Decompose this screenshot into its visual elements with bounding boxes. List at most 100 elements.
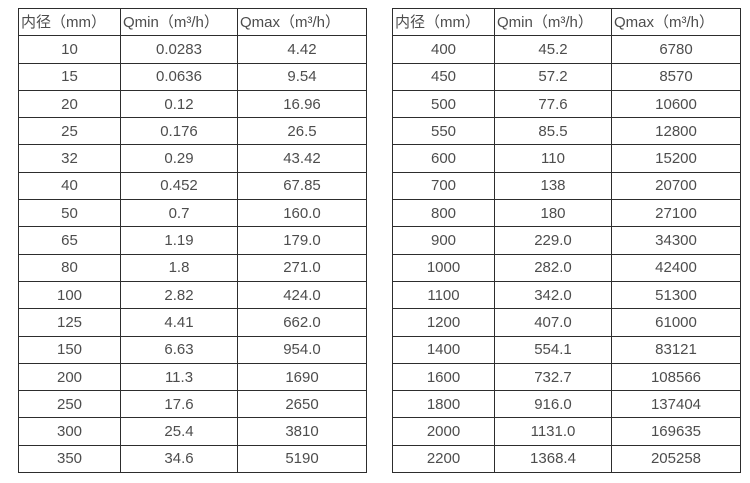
table-cell: 50 [18, 199, 121, 228]
table-cell: 65 [18, 226, 121, 255]
table-cell: 34.6 [120, 444, 238, 474]
table-row: 2200 1368.4 205258 [392, 444, 741, 474]
table-cell: 200 [18, 362, 121, 392]
table-row: 32 0.29 43.42 [18, 144, 367, 173]
table-cell: 800 [392, 199, 495, 228]
table-row: 25 0.176 26.5 [18, 117, 367, 146]
table-row: 1600 732.7 108566 [392, 362, 741, 392]
table-body: 400 45.2 6780 450 57.2 8570 500 77.6 10600 550 85.… [392, 35, 741, 474]
table-cell: 1690 [237, 362, 367, 392]
table-row: 15 0.0636 9.54 [18, 62, 367, 91]
table-cell: 916.0 [494, 390, 612, 419]
table-cell: 0.29 [120, 144, 238, 173]
table-cell: 229.0 [494, 226, 612, 255]
table-row: 1000 282.0 42400 [392, 253, 741, 282]
table-cell: 2.82 [120, 280, 238, 310]
table-cell: 40 [18, 171, 121, 201]
table-row: 300 25.4 3810 [18, 417, 367, 446]
table-cell: 424.0 [237, 280, 367, 310]
table-row: 800 180 27100 [392, 199, 741, 228]
table-cell: 179.0 [237, 226, 367, 255]
table-row: 150 6.63 954.0 [18, 335, 367, 364]
table-row: 40 0.452 67.85 [18, 171, 367, 201]
header-cell: 内径（mm） [18, 7, 121, 37]
table-row: 1400 554.1 83121 [392, 335, 741, 364]
table-cell: 450 [392, 62, 495, 91]
table-cell: 3810 [237, 417, 367, 446]
table-cell: 0.176 [120, 117, 238, 146]
table-cell: 34300 [611, 226, 741, 255]
table-cell: 26.5 [237, 117, 367, 146]
table-row: 900 229.0 34300 [392, 226, 741, 255]
table-row: 50 0.7 160.0 [18, 199, 367, 228]
header-row: 内径（mm） Qmin（m³/h） Qmax（m³/h） [18, 7, 367, 37]
table-cell: 51300 [611, 280, 741, 310]
table-cell: 554.1 [494, 335, 612, 364]
header-cell: Qmax（m³/h） [611, 7, 741, 37]
table-row: 80 1.8 271.0 [18, 253, 367, 282]
table-cell: 25.4 [120, 417, 238, 446]
table-cell: 1400 [392, 335, 495, 364]
table-row: 1100 342.0 51300 [392, 280, 741, 310]
header-cell: Qmax（m³/h） [237, 7, 367, 37]
table-cell: 42400 [611, 253, 741, 282]
table-cell: 10 [18, 35, 121, 64]
table-cell: 700 [392, 171, 495, 201]
table-cell: 282.0 [494, 253, 612, 282]
table-cell: 45.2 [494, 35, 612, 64]
table-cell: 8570 [611, 62, 741, 91]
table-cell: 61000 [611, 308, 741, 337]
table-cell: 25 [18, 117, 121, 146]
table-header: 内径（mm） Qmin（m³/h） Qmax（m³/h） [18, 7, 367, 37]
table-cell: 20700 [611, 171, 741, 201]
table-cell: 1368.4 [494, 444, 612, 474]
table-cell: 20 [18, 89, 121, 119]
table-cell: 300 [18, 417, 121, 446]
table-cell: 1131.0 [494, 417, 612, 446]
table-cell: 0.0636 [120, 62, 238, 91]
table-cell: 0.452 [120, 171, 238, 201]
table-cell: 407.0 [494, 308, 612, 337]
table-row: 700 138 20700 [392, 171, 741, 201]
table-cell: 1000 [392, 253, 495, 282]
table-cell: 67.85 [237, 171, 367, 201]
table-cell: 342.0 [494, 280, 612, 310]
table-cell: 11.3 [120, 362, 238, 392]
table-body: 10 0.0283 4.42 15 0.0636 9.54 20 0.12 16.96 25 0.1… [18, 35, 367, 474]
table-row: 400 45.2 6780 [392, 35, 741, 64]
table-cell: 1600 [392, 362, 495, 392]
table-cell: 662.0 [237, 308, 367, 337]
table-cell: 1.19 [120, 226, 238, 255]
table-cell: 600 [392, 144, 495, 173]
table-cell: 6.63 [120, 335, 238, 364]
table-cell: 12800 [611, 117, 741, 146]
table-cell: 85.5 [494, 117, 612, 146]
table-row: 20 0.12 16.96 [18, 89, 367, 119]
table-row: 250 17.6 2650 [18, 390, 367, 419]
header-cell: Qmin（m³/h） [494, 7, 612, 37]
table-cell: 4.41 [120, 308, 238, 337]
table-cell: 83121 [611, 335, 741, 364]
table-row: 10 0.0283 4.42 [18, 35, 367, 64]
table-cell: 271.0 [237, 253, 367, 282]
table-cell: 4.42 [237, 35, 367, 64]
table-cell: 205258 [611, 444, 741, 474]
table-header: 内径（mm） Qmin（m³/h） Qmax（m³/h） [392, 7, 741, 37]
table-cell: 15200 [611, 144, 741, 173]
table-cell: 108566 [611, 362, 741, 392]
header-cell: Qmin（m³/h） [120, 7, 238, 37]
table-cell: 125 [18, 308, 121, 337]
table-row: 100 2.82 424.0 [18, 280, 367, 310]
table-row: 1200 407.0 61000 [392, 308, 741, 337]
table-cell: 43.42 [237, 144, 367, 173]
table-row: 450 57.2 8570 [392, 62, 741, 91]
table-cell: 2650 [237, 390, 367, 419]
table-cell: 5190 [237, 444, 367, 474]
table-cell: 169635 [611, 417, 741, 446]
table-cell: 0.12 [120, 89, 238, 119]
table-cell: 350 [18, 444, 121, 474]
table-row: 200 11.3 1690 [18, 362, 367, 392]
table-cell: 80 [18, 253, 121, 282]
table-cell: 2200 [392, 444, 495, 474]
